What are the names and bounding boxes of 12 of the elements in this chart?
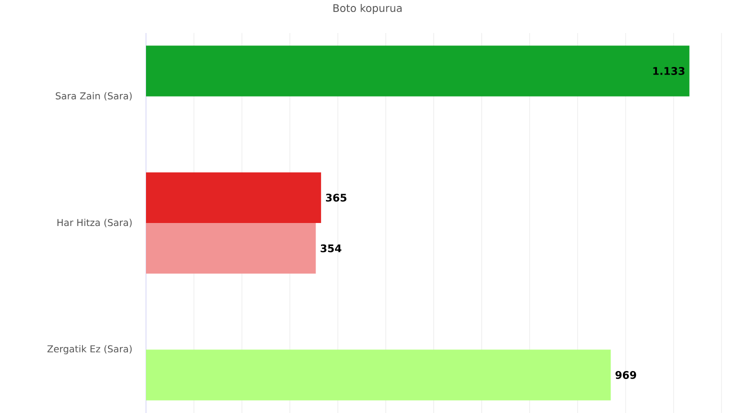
chart-title: Boto kopurua xyxy=(333,4,402,14)
data-label: 354 xyxy=(320,244,342,252)
bar xyxy=(146,223,316,274)
data-label: 365 xyxy=(326,194,346,202)
y-tick-label: Sara Zain (Sara) xyxy=(56,92,132,101)
data-label: 1.133 xyxy=(653,67,684,75)
bar xyxy=(146,350,611,400)
bar xyxy=(146,46,690,96)
y-tick-label: Har Hitza (Sara) xyxy=(57,218,132,228)
y-tick-label: Zergatik Ez (Sara) xyxy=(47,345,132,354)
bar xyxy=(146,172,322,224)
data-label: 969 xyxy=(615,371,636,379)
